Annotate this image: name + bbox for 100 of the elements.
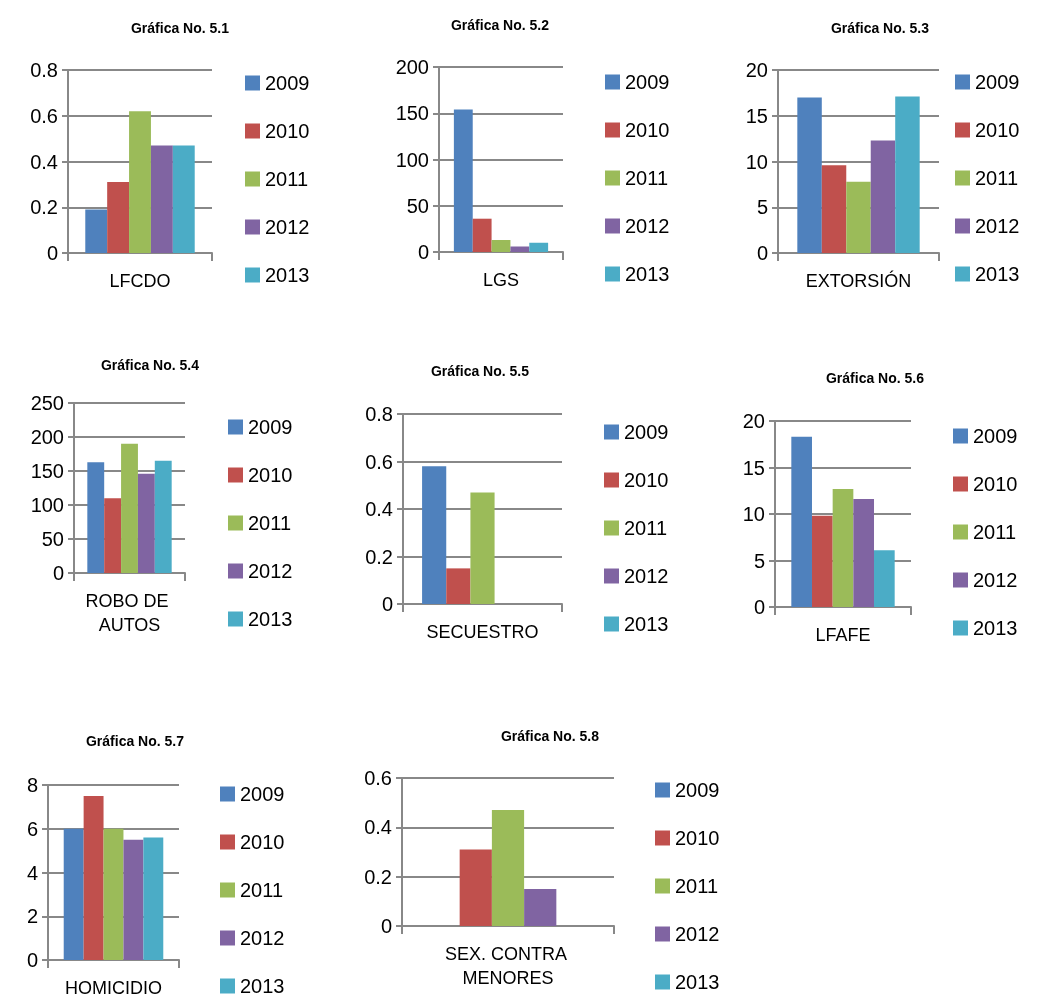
y-tick-label: 0.6 [365, 450, 393, 473]
y-tick-label: 200 [30, 426, 64, 448]
y-tick-label: 0.2 [30, 196, 58, 219]
legend-label: 2010 [975, 119, 1020, 141]
y-tick-label: 200 [395, 56, 429, 78]
bar [150, 145, 173, 253]
y-tick-label: 0.2 [364, 865, 392, 888]
legend-label: 2011 [625, 167, 669, 189]
bar [446, 568, 471, 604]
legend-label: 2011 [265, 168, 309, 190]
y-tick-label: 0.6 [364, 767, 392, 789]
legend-label: 2009 [248, 416, 293, 438]
bar [811, 515, 833, 607]
legend-label: 2009 [624, 421, 669, 443]
legend-label: 2010 [625, 119, 670, 141]
chart-title: Gráfica No. 5.3 [830, 20, 930, 36]
bar [791, 436, 812, 607]
legend-label: 2012 [265, 216, 310, 238]
y-tick-label: 5 [753, 549, 765, 572]
legend-label: 2013 [973, 617, 1018, 639]
y-tick-label: 250 [30, 392, 64, 414]
chart-title: Gráfica No. 5.6 [825, 370, 925, 386]
y-tick-label: 0 [417, 241, 429, 263]
y-tick-label: 15 [745, 104, 768, 127]
bar [83, 795, 104, 960]
legend-label: 2011 [975, 167, 1019, 189]
chart-title: Gráfica No. 5.4 [100, 357, 200, 373]
bar [85, 209, 108, 253]
x-tick-label: LFAFE [815, 625, 871, 645]
y-tick-label: 0.2 [365, 545, 393, 568]
bar [137, 473, 155, 573]
legend-label: 2013 [975, 263, 1020, 285]
legend-label: 2012 [625, 215, 670, 237]
y-tick-label: 15 [742, 456, 765, 479]
legend-label: 2011 [624, 517, 668, 539]
bar [524, 889, 557, 926]
legend-label: 2011 [248, 512, 292, 534]
legend-label: 2013 [624, 613, 669, 635]
y-tick-label: 0 [753, 596, 765, 618]
y-tick-label: 8 [26, 774, 38, 796]
legend-label: 2010 [675, 827, 720, 849]
bar [853, 499, 875, 607]
bar [510, 246, 530, 252]
legend-label: 2010 [973, 473, 1018, 495]
legend-label: 2013 [675, 971, 720, 993]
legend-label: 2009 [975, 71, 1020, 93]
legend-label: 2012 [973, 569, 1018, 591]
bar [422, 466, 447, 604]
bar [895, 96, 920, 253]
chart-title: Gráfica No. 5.7 [85, 733, 185, 749]
bar [143, 837, 164, 960]
legend-label: 2012 [675, 923, 720, 945]
x-tick-label: EXTORSIÓN [805, 270, 912, 291]
bar [172, 145, 195, 253]
legend-label: 2012 [240, 927, 285, 949]
y-tick-label: 20 [745, 59, 768, 81]
y-tick-label: 50 [41, 528, 64, 550]
bar [104, 498, 122, 573]
legend-label: 2013 [240, 975, 285, 997]
legend-label: 2010 [248, 464, 293, 486]
y-tick-label: 0 [380, 915, 392, 937]
legend-label: 2013 [265, 264, 310, 286]
bar [491, 239, 511, 252]
y-tick-label: 150 [395, 102, 429, 125]
y-tick-label: 0 [381, 593, 393, 615]
y-tick-label: 5 [756, 196, 768, 219]
y-tick-label: 0.4 [364, 816, 392, 839]
y-tick-label: 0 [46, 242, 58, 264]
legend-label: 2011 [240, 879, 284, 901]
bar [154, 460, 172, 573]
y-tick-label: 10 [745, 150, 768, 173]
chart-title: Gráfica No. 5.2 [450, 17, 550, 33]
legend-label: 2009 [625, 71, 670, 93]
y-tick-label: 0.4 [30, 150, 58, 173]
bar [459, 849, 492, 926]
legend-label: 2009 [240, 783, 285, 805]
y-tick-label: 0.4 [365, 498, 393, 520]
bar [874, 550, 895, 607]
legend-label: 2012 [248, 560, 293, 582]
legend-label: 2009 [675, 779, 720, 801]
chart-title: Gráfica No. 5.1 [130, 20, 230, 36]
y-tick-label: 6 [26, 817, 38, 840]
y-tick-label: 0 [26, 949, 38, 971]
legend-label: 2009 [265, 72, 310, 94]
x-tick-label: ROBO DE AUTOS [85, 591, 174, 635]
bar [63, 828, 84, 960]
y-tick-label: 0 [756, 242, 768, 264]
bar [821, 165, 847, 253]
bar [87, 462, 105, 573]
y-tick-label: 0.8 [30, 59, 58, 81]
bar [453, 109, 473, 252]
bar [129, 111, 151, 253]
chart-title: Gráfica No. 5.5 [430, 363, 530, 379]
y-tick-label: 20 [742, 410, 765, 432]
y-tick-label: 10 [742, 503, 765, 525]
bar [797, 97, 822, 253]
legend-label: 2012 [624, 565, 669, 587]
y-tick-label: 100 [30, 494, 64, 516]
legend-label: 2009 [973, 425, 1018, 447]
y-tick-label: 0.8 [365, 403, 393, 425]
